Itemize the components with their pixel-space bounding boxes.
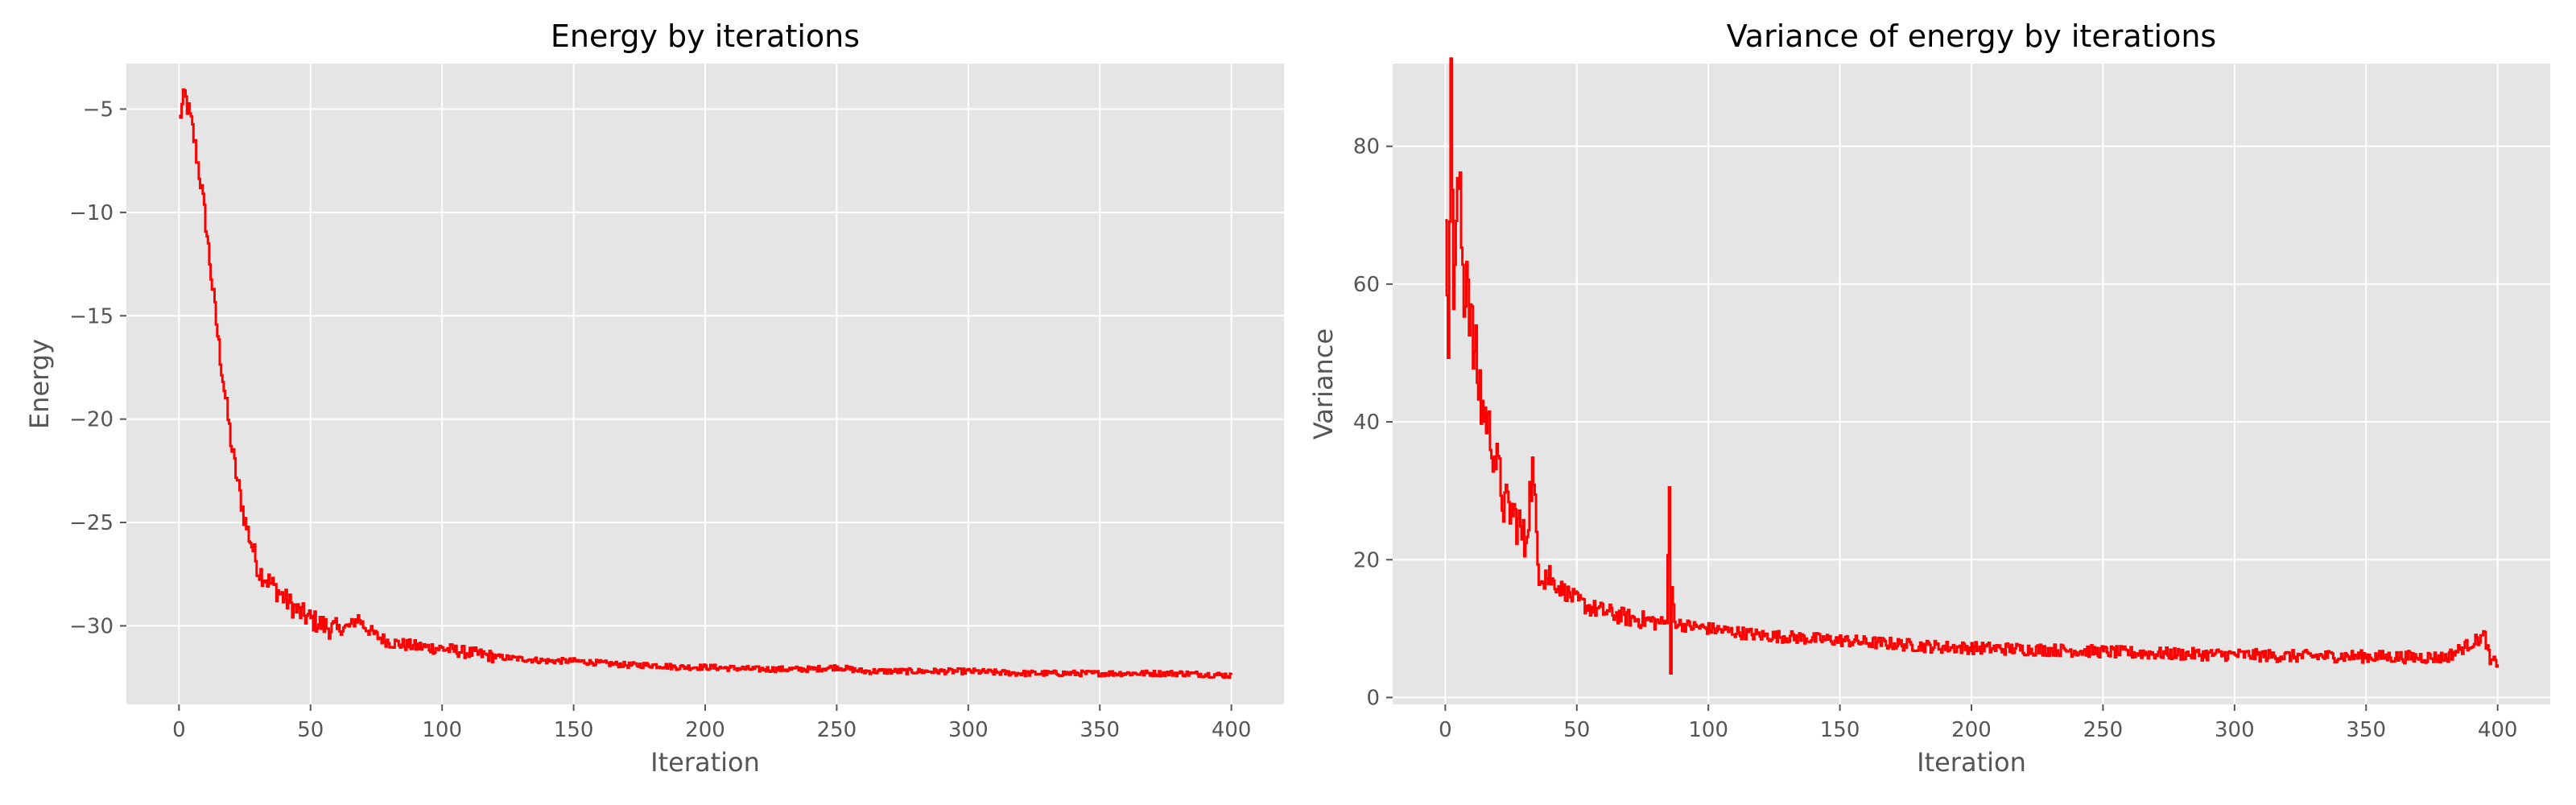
variance-x-tick-label: 400 [2478,718,2518,742]
energy-chart: 0 50 100 150 200 250 300 350 400 −5 −10 −15 −20 −25 −3… [24,19,1284,778]
energy-y-tick-label: −30 [69,614,114,638]
energy-y-axis-label: Energy [24,339,55,429]
variance-chart-title: Variance of energy by iterations [1727,19,2216,54]
variance-y-tick-label: 40 [1353,411,1380,435]
variance-x-axis-label: Iteration [1917,747,2026,778]
variance-y-axis-label: Variance [1308,328,1339,440]
energy-x-axis-label: Iteration [650,747,760,778]
energy-y-tick-label: −20 [69,408,114,432]
variance-x-tick-label: 50 [1563,718,1590,742]
energy-x-tick-label: 0 [172,718,186,742]
energy-grid [126,64,1284,704]
energy-x-tick-label: 400 [1212,718,1252,742]
variance-y-tick-label: 80 [1353,135,1380,159]
energy-x-tick-label: 200 [685,718,725,742]
energy-x-tick-label: 150 [554,718,594,742]
variance-x-tick-label: 0 [1439,718,1452,742]
variance-x-tick-label: 350 [2346,718,2386,742]
variance-grid [1393,64,2550,704]
energy-series-group [179,88,1233,679]
variance-x-tick-label: 150 [1820,718,1860,742]
variance-x-tick-label: 200 [1951,718,1992,742]
energy-x-tick-label: 350 [1080,718,1120,742]
variance-series-group [1445,57,2500,675]
energy-y-tick-label: −5 [83,97,114,122]
variance-ticks: 0 50 100 150 200 250 300 350 400 0 20 40 60 80 [1353,135,2518,742]
variance-chart: 0 50 100 150 200 250 300 350 400 0 20 40 60 80 Varian… [1308,19,2550,778]
variance-x-tick-label: 250 [2083,718,2124,742]
energy-y-tick-label: −25 [69,511,114,535]
variance-x-tick-label: 100 [1688,718,1728,742]
energy-x-tick-label: 250 [817,718,857,742]
variance-y-tick-label: 0 [1366,686,1380,710]
energy-ticks: 0 50 100 150 200 250 300 350 400 −5 −10 −15 −20 −25 −3… [69,97,1251,742]
variance-x-tick-label: 300 [2215,718,2255,742]
energy-y-tick-label: −10 [69,201,114,225]
energy-x-tick-label: 100 [422,718,462,742]
variance-y-tick-label: 20 [1353,548,1380,572]
energy-x-tick-label: 300 [948,718,989,742]
variance-y-tick-label: 60 [1353,273,1380,297]
energy-y-tick-label: −15 [69,304,114,328]
energy-chart-title: Energy by iterations [551,19,860,54]
energy-series-line [179,88,1233,679]
variance-series-line [1445,57,2500,675]
energy-x-tick-label: 50 [297,718,324,742]
